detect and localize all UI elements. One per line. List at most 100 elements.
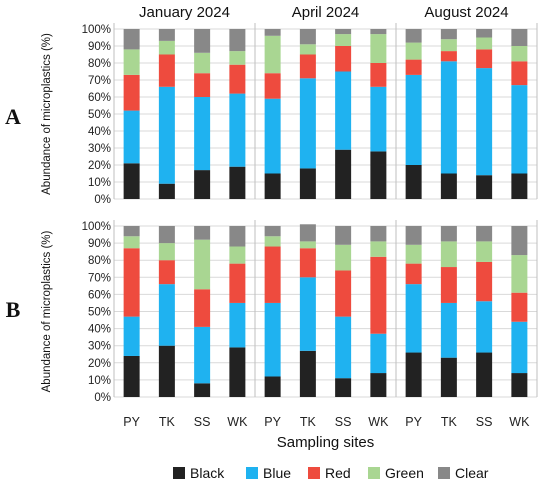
y-tick-label: 80% [88,255,111,267]
bar-segment-black [511,373,528,397]
bar-segment-blue [158,86,175,184]
y-tick-label: 30% [88,341,111,353]
bar-segment-black [440,357,457,397]
month-title: April 2024 [292,4,360,21]
y-tick-label: 0% [94,392,111,404]
chart-panels: 0% 10% 20% 30% 40% 50% 60% 70% 80% 90% 100% A Abunda… [5,4,538,451]
bar-segment-red [264,73,281,99]
bar-segment-clear [335,29,352,35]
bar-segment-red [158,260,175,285]
x-axis-label: Sampling sites [277,434,375,451]
bar-segment-clear [476,226,493,242]
bar-segment-green [158,40,175,55]
bar-segment-green [299,44,316,55]
bar-segment-red [370,256,387,334]
bar-segment-green [440,39,457,52]
bar-segment-clear [194,29,211,53]
bar-segment-black [405,352,422,397]
bar-segment-blue [335,316,352,379]
month-title: January 2024 [139,4,230,21]
legend-swatch-blue [246,467,258,479]
bar-segment-red [264,246,281,303]
bar-segment-black [370,373,387,397]
bar-segment-clear [335,226,352,245]
legend-swatch-black [173,467,185,479]
x-tick-label: SS [335,415,352,429]
bar-segment-black [335,149,352,199]
bar-segment-red [440,267,457,303]
y-tick-label: 60% [88,92,111,104]
bar-segment-red [158,54,175,87]
bar-segment-red [476,49,493,69]
bar-segment-red [299,248,316,278]
bar-segment-black [299,168,316,199]
bar-segment-blue [264,98,281,174]
bar-segment-black [511,173,528,199]
bar-segment-red [229,263,246,303]
bar-segment-clear [299,29,316,45]
x-tick-label: TK [300,415,317,429]
panel-b: 0% 10% 20% 30% 40% 50% 60% 70% 80% 90% 100% B Abunda… [6,220,538,451]
x-tick-label: WK [509,415,530,429]
bar-segment-blue [440,61,457,174]
bar-segment-clear [299,224,316,242]
bar-segment-blue [123,110,140,164]
y-tick-label: 10% [88,177,111,189]
bar-segment-green [335,34,352,46]
bar-segment-red [335,270,352,317]
bar-segment-green [194,239,211,290]
bar-segment-red [194,289,211,327]
bar-segment-red [476,261,493,302]
x-tick-label: WK [368,415,389,429]
bar-segment-clear [511,29,528,46]
y-tick-label: 40% [88,324,111,336]
legend-label: Clear [455,465,489,481]
month-title: August 2024 [424,4,508,21]
bar-segment-red [229,64,246,94]
y-axis-label: Abundance of microplastics (%) [41,33,53,195]
bar-segment-clear [158,29,175,41]
bar-segment-green [370,34,387,63]
bar-segment-green [335,244,352,271]
x-tick-label: TK [159,415,176,429]
bar-segment-black [158,183,175,199]
bar-segment-green [440,241,457,268]
bar-segment-blue [476,301,493,353]
bar-segment-clear [405,29,422,43]
bar-segment-black [158,345,175,397]
bar-segment-clear [511,226,528,256]
x-tick-label: WK [227,415,248,429]
bar-segment-black [123,163,140,199]
panel-label: A [5,104,21,129]
bar-segment-black [123,355,140,397]
bar-segment-blue [194,326,211,384]
legend-swatch-green [368,467,380,479]
bar-segment-blue [229,302,246,348]
bar-segment-clear [370,226,387,242]
bar-segment-green [511,46,528,62]
y-tick-label: 100% [82,221,111,233]
bar-segment-blue [158,284,175,346]
bar-segment-blue [405,74,422,165]
y-tick-label: 50% [88,307,111,319]
y-tick-label: 40% [88,126,111,138]
bar-segment-red [511,292,528,322]
bar-segment-blue [123,316,140,356]
bar-segment-blue [405,284,422,353]
bar-segment-green [405,42,422,60]
bar-segment-red [335,46,352,72]
chart-legend: Black Blue Red Green Clear [173,465,489,481]
bar-segment-clear [229,226,246,247]
y-tick-label: 70% [88,75,111,87]
y-tick-label: 0% [94,194,111,206]
bar-segment-blue [370,333,387,374]
y-tick-label: 90% [88,238,111,250]
bar-segment-green [229,246,246,264]
bar-segment-blue [299,277,316,351]
bar-segment-blue [511,85,528,174]
bar-segment-green [476,37,493,50]
bar-segment-green [370,241,387,257]
bar-segment-red [405,59,422,75]
bar-segment-black [299,350,316,397]
bar-segment-clear [440,226,457,242]
